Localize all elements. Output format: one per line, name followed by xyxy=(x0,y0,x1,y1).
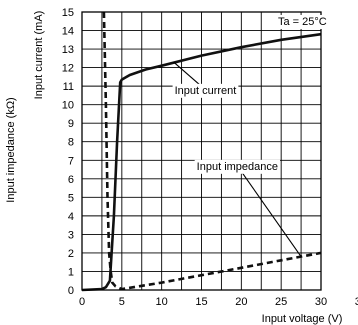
plot-frame xyxy=(81,11,322,291)
y-tick-label: 1 xyxy=(68,266,74,278)
chart-axes xyxy=(81,11,322,291)
y-tick-label: 13 xyxy=(62,44,74,56)
series-input-current xyxy=(81,32,322,292)
annotation-input-impedance-label-bg xyxy=(194,159,281,174)
y-tick-label: 9 xyxy=(68,118,74,130)
y-tick-label: 7 xyxy=(68,155,74,167)
annotation-input-current-label-bg xyxy=(172,83,239,98)
y-tick-label: 12 xyxy=(62,63,74,75)
x-tick-label: 10 xyxy=(156,296,168,308)
x-axis-title: Input voltage (V) xyxy=(262,313,343,325)
y-tick-label: 15 xyxy=(62,7,74,19)
x-tick-label: 20 xyxy=(235,296,247,308)
chart-curves xyxy=(81,11,322,292)
x-tick-label: 25 xyxy=(275,296,287,308)
chart-tick-labels: 051015202530350123456789101112131415 xyxy=(62,7,358,308)
annotation-input-impedance-label: Input impedance xyxy=(197,161,278,173)
y-tick-label: 3 xyxy=(68,229,74,241)
annotation-input-current: Input current xyxy=(172,61,239,98)
series-input-impedance xyxy=(102,11,322,291)
annotation-input-impedance-leader xyxy=(236,165,302,257)
y-tick-label: 14 xyxy=(62,26,74,38)
condition-label: Ta = 25°C xyxy=(278,16,327,28)
y-tick-label: 0 xyxy=(68,285,74,297)
y-tick-label: 5 xyxy=(68,192,74,204)
annotation-input-impedance: Input impedance xyxy=(194,159,302,257)
y-tick-label: 8 xyxy=(68,137,74,149)
x-tick-label: 5 xyxy=(119,296,125,308)
y-tick-label: 6 xyxy=(68,174,74,186)
y-axis-title-impedance: Input impedance (kΩ) xyxy=(5,97,17,202)
x-tick-label: 30 xyxy=(315,296,327,308)
y-axis-title-current: Input current (mA) xyxy=(33,11,45,100)
annotation-input-current-label: Input current xyxy=(175,85,237,97)
y-tick-label: 2 xyxy=(68,248,74,260)
condition-label-bg xyxy=(276,15,329,29)
y-tick-label: 10 xyxy=(62,100,74,112)
y-tick-label: 11 xyxy=(63,81,74,93)
chart-annotations: Input current Input impedance xyxy=(172,61,302,257)
y-tick-label: 4 xyxy=(68,211,74,223)
x-tick-label: 0 xyxy=(79,296,85,308)
x-tick-label: 35 xyxy=(355,296,358,308)
x-tick-label: 15 xyxy=(195,296,207,308)
